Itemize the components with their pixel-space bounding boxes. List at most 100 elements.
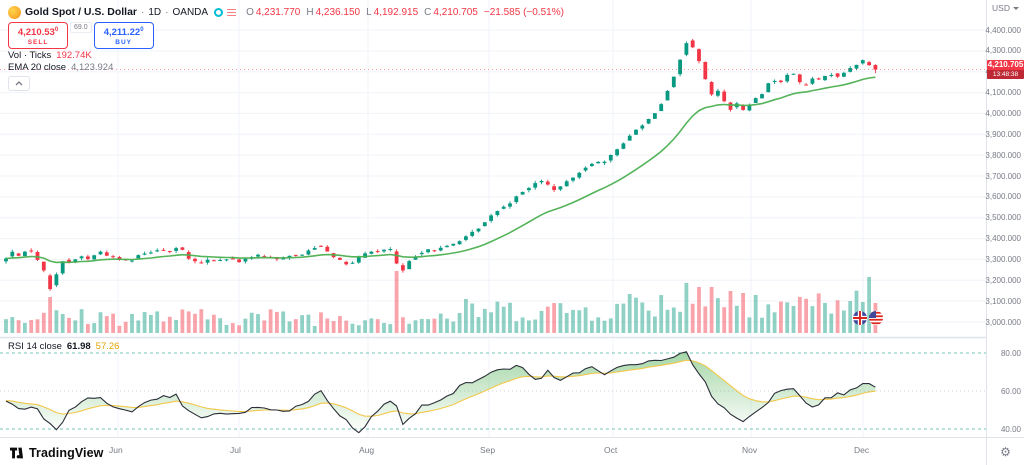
candle-body	[180, 247, 185, 250]
volume-bar	[369, 318, 374, 333]
volume-bar	[249, 312, 254, 333]
candle-body	[514, 196, 519, 203]
axis-settings-corner[interactable]: ⚙	[986, 437, 1024, 465]
volume-bar	[193, 313, 197, 333]
volume-bar	[205, 319, 210, 333]
volume-bar	[564, 312, 569, 333]
interval-label[interactable]: 1D	[148, 7, 162, 18]
volume-bar	[476, 317, 481, 333]
flag-sticker-icon-2[interactable]	[869, 311, 883, 325]
price-axis[interactable]: USD 4,400.0004,300.0004,200.0004,100.000…	[985, 0, 1024, 465]
candle-body	[646, 118, 651, 124]
volume-bar	[829, 313, 834, 333]
volume-bar	[571, 309, 575, 333]
candle-body	[356, 257, 361, 263]
volume-bar	[709, 287, 714, 333]
candle-body	[451, 243, 456, 246]
currency-selector[interactable]: USD	[987, 3, 1024, 13]
volume-bar	[520, 317, 525, 333]
candle-body	[508, 203, 512, 207]
ema-legend[interactable]: EMA 20 close 4,123.924	[8, 62, 113, 73]
volume-bar	[382, 322, 386, 333]
candle-body	[527, 188, 531, 191]
candle-body	[394, 251, 399, 264]
candle-body	[703, 61, 708, 80]
status-dot-icon[interactable]	[214, 8, 224, 17]
volume-bar	[596, 317, 601, 333]
rsi-ma-value: 57.26	[95, 341, 120, 352]
candle-body	[98, 251, 103, 255]
volume-bar	[627, 293, 632, 333]
candle-body	[41, 261, 46, 271]
volume-bar	[482, 308, 487, 333]
volume-legend[interactable]: Vol · Ticks 192.74K	[8, 50, 92, 61]
volume-bar	[514, 321, 519, 333]
month-tick-label: Jun	[109, 445, 123, 455]
rsi-fill	[6, 351, 876, 433]
buy-button[interactable]: 4,211.220 BUY	[93, 22, 154, 49]
volume-bar	[287, 321, 292, 333]
candle-body	[684, 43, 689, 55]
candle-body	[86, 256, 90, 260]
month-tick-label: Jul	[230, 445, 241, 455]
candle-body	[697, 49, 701, 62]
candle-body	[627, 135, 632, 141]
volume-bar	[533, 319, 538, 333]
candle-body	[407, 261, 412, 270]
volume-bar	[785, 302, 790, 333]
candle-body	[426, 249, 430, 253]
time-axis[interactable]: Jun Jul Aug Sep Oct Nov Dec	[0, 437, 986, 465]
ema-label: EMA 20 close	[8, 62, 67, 73]
volume-bar	[646, 310, 651, 333]
candle-body	[401, 265, 405, 271]
candle-body	[558, 186, 563, 190]
candle-body	[539, 180, 544, 183]
candle-body	[419, 252, 424, 255]
candle-body	[482, 222, 487, 227]
collapse-legend-button[interactable]	[8, 76, 30, 91]
candle-body	[193, 258, 197, 262]
volume-bar	[130, 313, 134, 333]
rsi-ma-line	[5, 359, 876, 417]
legend-menu-icon[interactable]	[227, 8, 237, 17]
volume-bar	[690, 303, 695, 333]
volume-bar	[608, 318, 613, 333]
candle-body	[797, 74, 802, 83]
candle-body	[804, 84, 808, 86]
volume-bar	[117, 325, 122, 333]
volume-bar	[86, 323, 90, 333]
volume-bar	[621, 303, 626, 333]
sell-button[interactable]: 4,210.530 SELL	[8, 22, 68, 49]
volume-bar	[684, 283, 689, 333]
rsi-tick-label: 80.00	[1000, 348, 1021, 358]
volume-bar	[155, 311, 160, 333]
candle-body	[350, 262, 355, 264]
candle-body	[306, 250, 311, 255]
candle-body	[621, 143, 626, 149]
symbol-title[interactable]: Gold Spot / U.S. Dollar	[25, 6, 138, 18]
price-tick-label: 3,000.000	[985, 317, 1021, 327]
candle-body	[338, 257, 342, 260]
candle-body	[860, 60, 865, 64]
volume-bar	[816, 293, 821, 333]
rsi-legend[interactable]: RSI 14 close 61.98 57.26	[8, 341, 119, 352]
settings-gear-icon[interactable]: ⚙	[1000, 444, 1011, 459]
volume-bar	[470, 303, 475, 333]
volume-bar	[716, 298, 720, 333]
month-tick-label: Aug	[359, 445, 375, 455]
separator-dot: ·	[141, 7, 145, 18]
volume-bar	[161, 321, 166, 333]
flag-sticker-icon-1[interactable]	[853, 311, 867, 325]
volume-bar	[375, 319, 380, 333]
volume-bar	[703, 306, 708, 333]
tradingview-logo[interactable]: TradingView	[10, 446, 104, 460]
candle-body	[785, 74, 790, 82]
separator-dot: ·	[165, 7, 169, 18]
low-value: 4,192.915	[373, 7, 419, 18]
candle-body	[218, 260, 223, 262]
flag-sticker-icons[interactable]	[853, 311, 883, 325]
volume-bar	[35, 319, 40, 333]
candle-body	[577, 172, 582, 178]
volume-bar	[590, 320, 594, 333]
